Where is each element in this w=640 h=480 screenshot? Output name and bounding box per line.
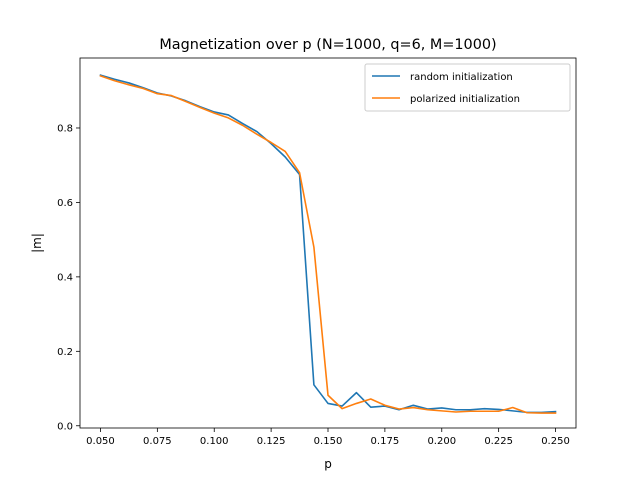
legend-label-random: random initialization	[410, 72, 513, 83]
chart-title: Magnetization over p (N=1000, q=6, M=100…	[159, 37, 496, 53]
y-tick-label: 0.6	[57, 198, 73, 209]
x-axis-label: p	[324, 457, 332, 471]
y-axis-label: |m|	[30, 233, 44, 253]
legend-label-polarized: polarized initialization	[410, 94, 520, 105]
x-tick-label: 0.250	[541, 436, 570, 447]
x-tick-label: 0.200	[427, 436, 456, 447]
x-tick-label: 0.125	[257, 436, 286, 447]
plot-area: 0.050 0.075 0.100 0.125 0.150 0.175 0.200 0.225…	[57, 57, 577, 447]
x-axis-ticks: 0.050 0.075 0.100 0.125 0.150 0.175 0.200 0.225…	[86, 428, 570, 447]
x-tick-label: 0.175	[371, 436, 400, 447]
x-tick-label: 0.150	[314, 436, 343, 447]
y-tick-label: 0.4	[57, 272, 73, 283]
x-tick-label: 0.050	[86, 436, 115, 447]
series-layer	[99, 74, 557, 414]
x-tick-label: 0.075	[143, 436, 172, 447]
legend-box	[364, 63, 571, 112]
y-tick-label: 0.0	[57, 421, 73, 432]
x-tick-label: 0.100	[200, 436, 229, 447]
y-axis-ticks: 0.0 0.2 0.4 0.6 0.8	[57, 123, 80, 432]
y-tick-label: 0.8	[57, 123, 73, 134]
x-tick-label: 0.225	[484, 436, 513, 447]
y-tick-label: 0.2	[57, 347, 73, 358]
legend: random initialization polarized initiali…	[364, 63, 571, 112]
series-line-polarized	[99, 74, 557, 414]
